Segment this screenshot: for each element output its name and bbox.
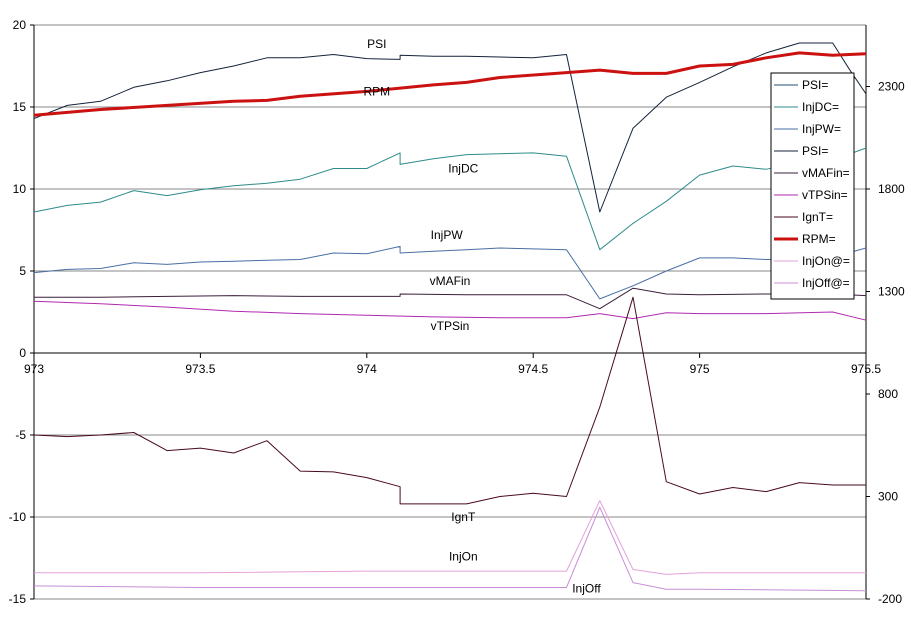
series-line [33, 296, 866, 505]
y-left-tick-label: 5 [19, 264, 26, 278]
x-tick-label: 974 [357, 362, 377, 376]
legend-label: InjOff@= [802, 276, 850, 290]
series-line [33, 245, 867, 300]
series-line [34, 500, 866, 575]
legend-label: InjOn@= [802, 254, 850, 268]
y-left-tick-label: -15 [9, 592, 27, 606]
series-lines [33, 42, 867, 592]
y-left-tick-label: -5 [15, 428, 26, 442]
y-right-tick-label: 800 [878, 387, 898, 401]
series-annotation: InjPW [431, 228, 464, 242]
y-left-tick-label: -10 [9, 510, 27, 524]
series-line [34, 287, 867, 310]
legend-label: IgnT= [802, 210, 833, 224]
y-right-tick-label: 1300 [878, 285, 905, 299]
series-annotations: PSI RPM InjDC InjPW vMAFin vTPSin IgnT InjOn Inj… [363, 37, 601, 595]
legend-label: vTPSin= [802, 188, 848, 202]
x-tick-label: 975 [690, 362, 710, 376]
y-left-tick-label: 10 [13, 182, 27, 196]
series-line [33, 147, 867, 251]
series-line [33, 506, 867, 592]
y-left-tick-label: 15 [13, 100, 27, 114]
series-annotation: vTPSin [431, 319, 470, 333]
x-tick-label: 973.5 [185, 362, 215, 376]
series-annotation: RPM [363, 85, 390, 99]
legend-label: InjDC= [802, 100, 839, 114]
series-annotation: InjOn [449, 549, 478, 563]
legend-label: PSI= [802, 78, 828, 92]
series-annotation: IgnT [451, 510, 476, 524]
legend-label: PSI= [802, 144, 828, 158]
x-tick-label: 975.5 [851, 362, 881, 376]
legend-label: RPM= [802, 232, 836, 246]
series-annotation: InjOff [572, 581, 601, 595]
gridlines [34, 24, 866, 600]
axes: 20 15 10 5 0 -5 -10 -15 2300 1800 1300 800 300 -200 97… [9, 18, 905, 606]
y-left-tick-label: 20 [13, 18, 27, 32]
series-annotation: vMAFin [430, 274, 471, 288]
x-tick-label: 973 [24, 362, 44, 376]
series-annotation: InjDC [448, 162, 478, 176]
y-right-tick-label: 300 [878, 490, 898, 504]
series-line [33, 300, 867, 321]
legend: PSI= InjDC= InjPW= PSI= vMAFin= vTPSin= IgnT= R… [770, 72, 855, 300]
y-right-tick-label: 2300 [878, 80, 905, 94]
series-line [33, 51, 867, 117]
y-right-tick-label: -200 [878, 592, 902, 606]
legend-label: vMAFin= [802, 166, 850, 180]
y-right-tick-label: 1800 [878, 182, 905, 196]
series-annotation: PSI [367, 37, 386, 51]
legend-label: InjPW= [802, 122, 841, 136]
y-left-tick-label: 0 [19, 346, 26, 360]
x-tick-label: 974.5 [518, 362, 548, 376]
